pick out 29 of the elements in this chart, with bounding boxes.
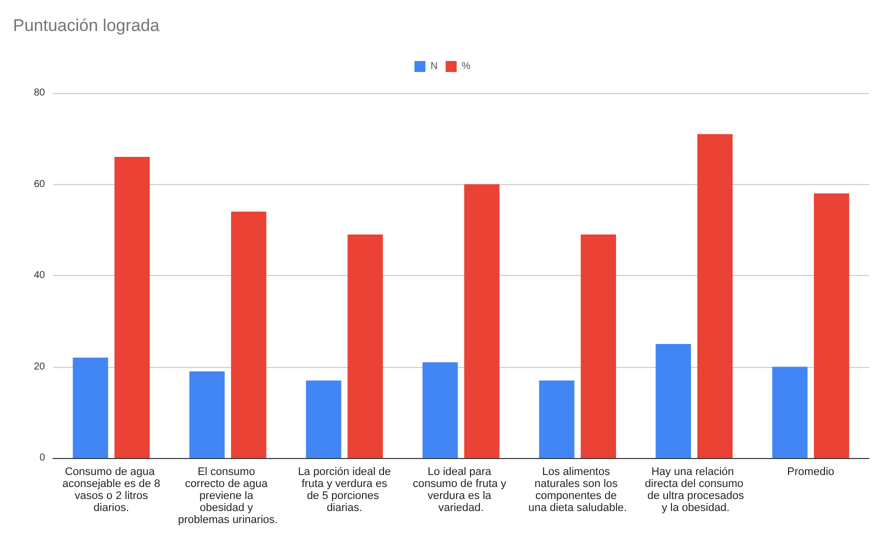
legend-label: % (462, 61, 471, 72)
bar (656, 344, 691, 458)
bar (539, 380, 574, 458)
x-tick-label: Hay una relación directa del consumo de ultra procesados y la obesidad. (644, 466, 744, 514)
bar (114, 156, 150, 458)
bar (464, 184, 500, 458)
x-tick-label: La porción ideal de fruta y verdura es de 5 porciones diarias. (298, 466, 391, 514)
x-tick-label: Los alimentos naturales son los componentes de una dieta saludable. (528, 466, 627, 514)
x-tick-label: Promedio (787, 466, 834, 478)
y-tick-label: 40 (34, 270, 46, 281)
x-tick-label: El consumo correcto de agua previene la obesidad y problemas urinarios. (178, 466, 278, 526)
bar (580, 234, 616, 458)
bar (306, 380, 342, 458)
bar (422, 362, 458, 458)
bar (231, 212, 266, 458)
bar (697, 134, 733, 458)
y-tick-label: 0 (39, 452, 46, 464)
y-tick-label: 60 (34, 178, 46, 190)
legend-label: N (430, 61, 438, 72)
x-tick-label: Consumo de agua aconsejable es de 8 vasos o 2 litros diarios. (62, 466, 160, 514)
bar (772, 366, 808, 458)
y-tick-label: 20 (34, 361, 46, 372)
bar (348, 234, 383, 458)
bar (189, 371, 225, 458)
x-tick-label: Lo ideal para consumo de fruta y verdura es la variedad. (412, 466, 510, 514)
y-tick-label: 80 (34, 88, 46, 98)
bar (814, 193, 850, 458)
chart-title: Puntuación lograda (13, 16, 160, 35)
bar (72, 358, 108, 458)
